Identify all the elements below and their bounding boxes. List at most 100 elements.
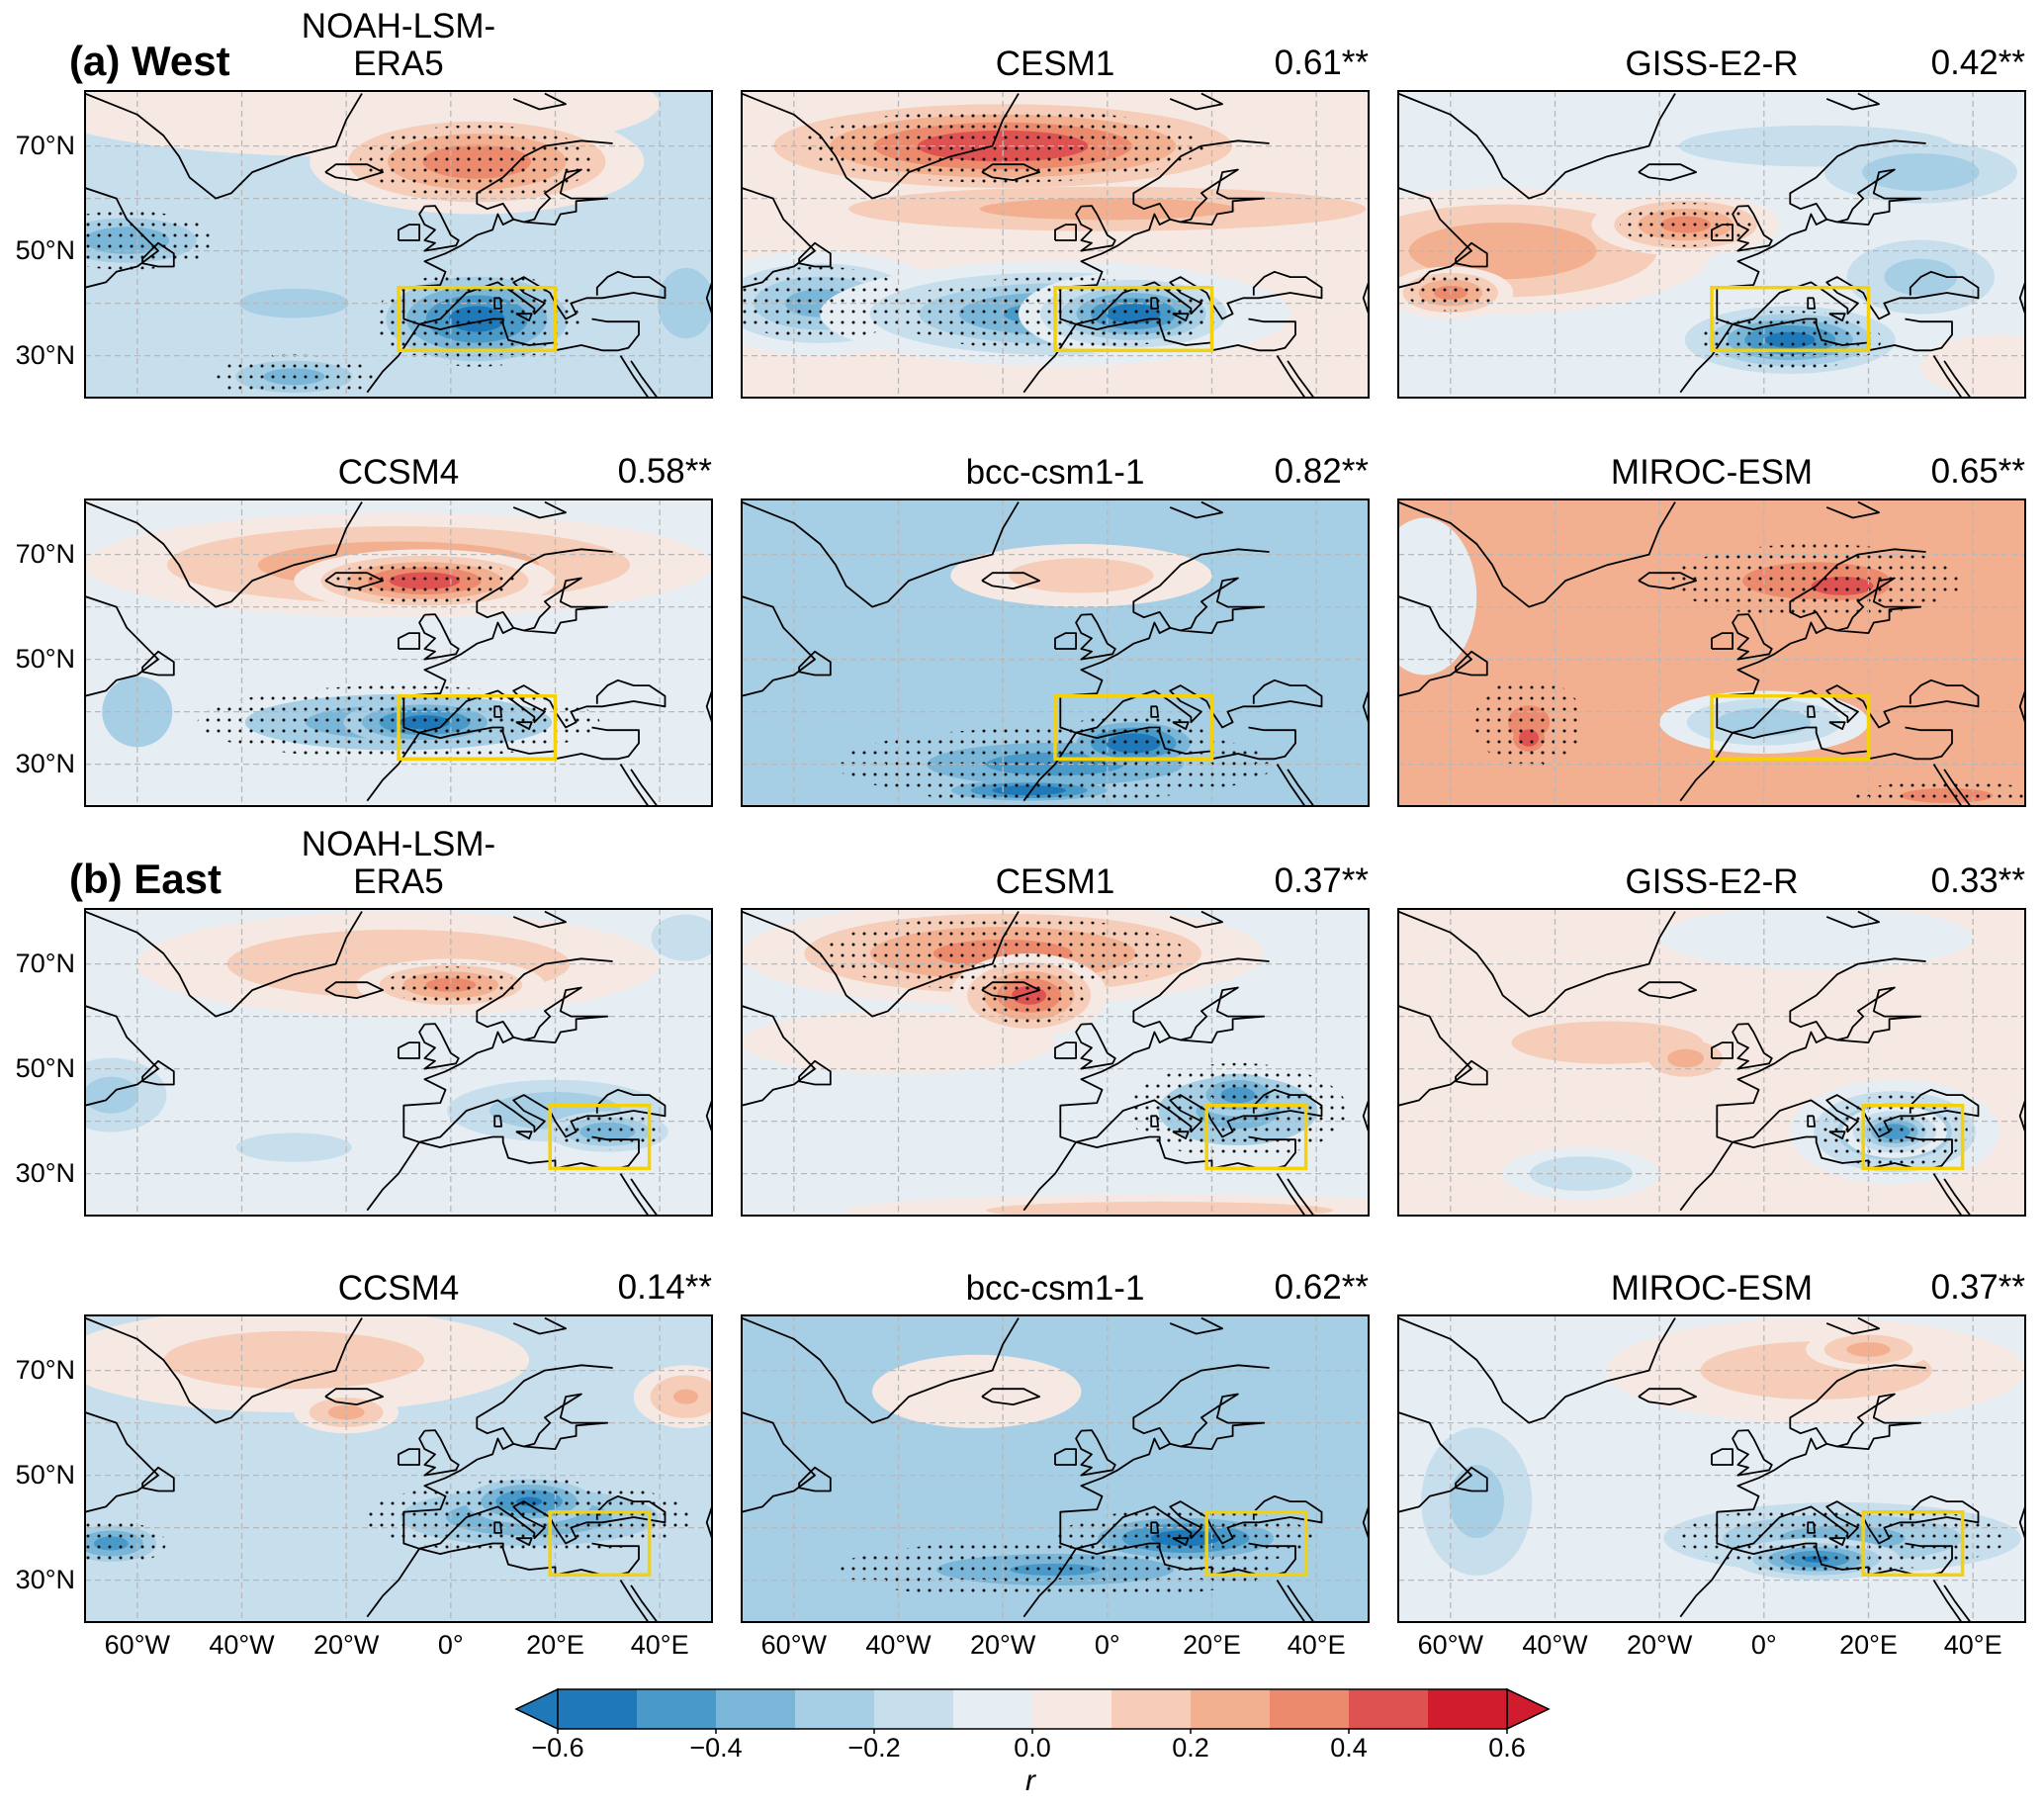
coastline xyxy=(1075,613,1116,661)
latitude-label: 50°N xyxy=(15,234,75,265)
coastline xyxy=(402,139,667,325)
coastline xyxy=(1828,313,1846,322)
panel-title: CCSM4 xyxy=(337,453,460,492)
map-panel xyxy=(741,908,1370,1217)
significance-stippling xyxy=(552,1113,663,1150)
colorbar-swatch xyxy=(1349,1689,1429,1729)
coastline xyxy=(398,224,421,241)
panel-title: MIROC-ESM xyxy=(1610,1269,1814,1308)
colorbar-tick-label: −0.6 xyxy=(531,1733,584,1763)
map-frame xyxy=(84,498,713,807)
coastline xyxy=(85,1005,159,1107)
correlation-map xyxy=(84,90,713,399)
correlation-value: 0.37** xyxy=(1274,861,1369,900)
coastline xyxy=(1807,1521,1817,1534)
coastline xyxy=(512,168,609,226)
coastline xyxy=(1716,1364,1980,1550)
colorbar-tick-label: 0.4 xyxy=(1330,1733,1368,1763)
correlation-map xyxy=(1397,1314,2026,1623)
longitude-label: 0° xyxy=(1094,1630,1120,1660)
latitude-label: 50°N xyxy=(15,643,75,674)
coastline xyxy=(1455,650,1488,677)
significance-stippling xyxy=(85,1521,166,1566)
longitude-label: 40°W xyxy=(865,1630,932,1660)
latitude-label: 70°N xyxy=(15,948,75,978)
coastline xyxy=(493,1521,503,1534)
coastline xyxy=(705,1100,712,1132)
latitude-label: 30°N xyxy=(15,339,75,370)
coastline xyxy=(1825,1393,1922,1451)
coastline xyxy=(418,205,460,252)
colorbar-tick-label: 0.0 xyxy=(1014,1733,1051,1763)
target-region-box xyxy=(548,1103,652,1171)
coastline xyxy=(512,500,568,519)
map-panel xyxy=(1397,90,2026,399)
significance-stippling xyxy=(385,966,517,1004)
coastline xyxy=(366,1135,640,1212)
coastline xyxy=(742,500,1020,608)
correlation-map xyxy=(1397,498,2026,807)
colorbar-swatch xyxy=(1191,1689,1271,1729)
coastline xyxy=(1169,986,1266,1044)
coastline xyxy=(1932,764,1963,806)
coastline xyxy=(1679,1542,1953,1618)
significance-stippling xyxy=(1620,202,1752,247)
correlation-value: 0.82** xyxy=(1274,452,1369,491)
map-panel xyxy=(1397,908,2026,1217)
correlation-value: 0.58** xyxy=(617,452,712,491)
coastline xyxy=(1943,360,1972,398)
coastline xyxy=(85,595,159,697)
map-frame xyxy=(84,1314,713,1623)
coastline xyxy=(85,1411,159,1513)
colorbar-swatch xyxy=(558,1689,638,1729)
latitude-label: 30°N xyxy=(15,748,75,778)
significance-stippling xyxy=(332,558,516,603)
coastline xyxy=(1828,721,1846,731)
colorbar-swatch xyxy=(1270,1689,1350,1729)
map-frame xyxy=(1397,498,2026,807)
coastline xyxy=(512,986,609,1044)
coastline xyxy=(1054,632,1078,650)
coastline xyxy=(619,1580,650,1622)
section-label: (a) West xyxy=(69,38,230,84)
coastline xyxy=(1398,187,1472,289)
coastline xyxy=(398,1448,421,1466)
coastline xyxy=(1398,500,1676,608)
target-region-box xyxy=(1710,285,1871,353)
contour-level xyxy=(986,1201,1334,1216)
coastline xyxy=(512,910,568,929)
coastline xyxy=(1172,721,1190,731)
panel-title: bcc-csm1-1 xyxy=(965,453,1145,492)
coastline xyxy=(402,1364,667,1550)
latitude-label: 70°N xyxy=(15,130,75,160)
coastline xyxy=(742,1411,816,1513)
panel-title: CCSM4 xyxy=(337,1269,460,1308)
coastline xyxy=(630,1178,659,1216)
coastline xyxy=(515,1130,533,1140)
coastline xyxy=(981,163,1041,181)
map-panel xyxy=(741,498,1370,807)
map-frame xyxy=(1397,908,2026,1217)
colorbar-tick-label: 0.6 xyxy=(1488,1733,1526,1763)
significance-stippling xyxy=(1698,311,1882,370)
coastline xyxy=(1059,1364,1323,1550)
coastline xyxy=(366,1542,640,1618)
contour-level xyxy=(1449,1465,1504,1539)
coastline xyxy=(1362,1100,1369,1132)
coastline xyxy=(1150,705,1160,718)
coastline xyxy=(1150,297,1160,310)
coastline xyxy=(981,981,1041,999)
coastline xyxy=(398,1041,421,1059)
significance-stippling xyxy=(359,125,594,199)
map-panel xyxy=(741,90,1370,399)
coastline xyxy=(366,726,640,802)
coastline xyxy=(1398,1316,1676,1424)
target-region-box xyxy=(1053,693,1214,762)
colorbar-tick-label: 0.2 xyxy=(1172,1733,1209,1763)
panel-title: GISS-E2-R xyxy=(1625,45,1799,83)
coastline xyxy=(2018,690,2025,723)
latitude-label: 30°N xyxy=(15,1157,75,1188)
coastline xyxy=(1022,726,1296,802)
significance-stippling xyxy=(1857,1113,1931,1150)
colorbar-swatch xyxy=(795,1689,875,1729)
